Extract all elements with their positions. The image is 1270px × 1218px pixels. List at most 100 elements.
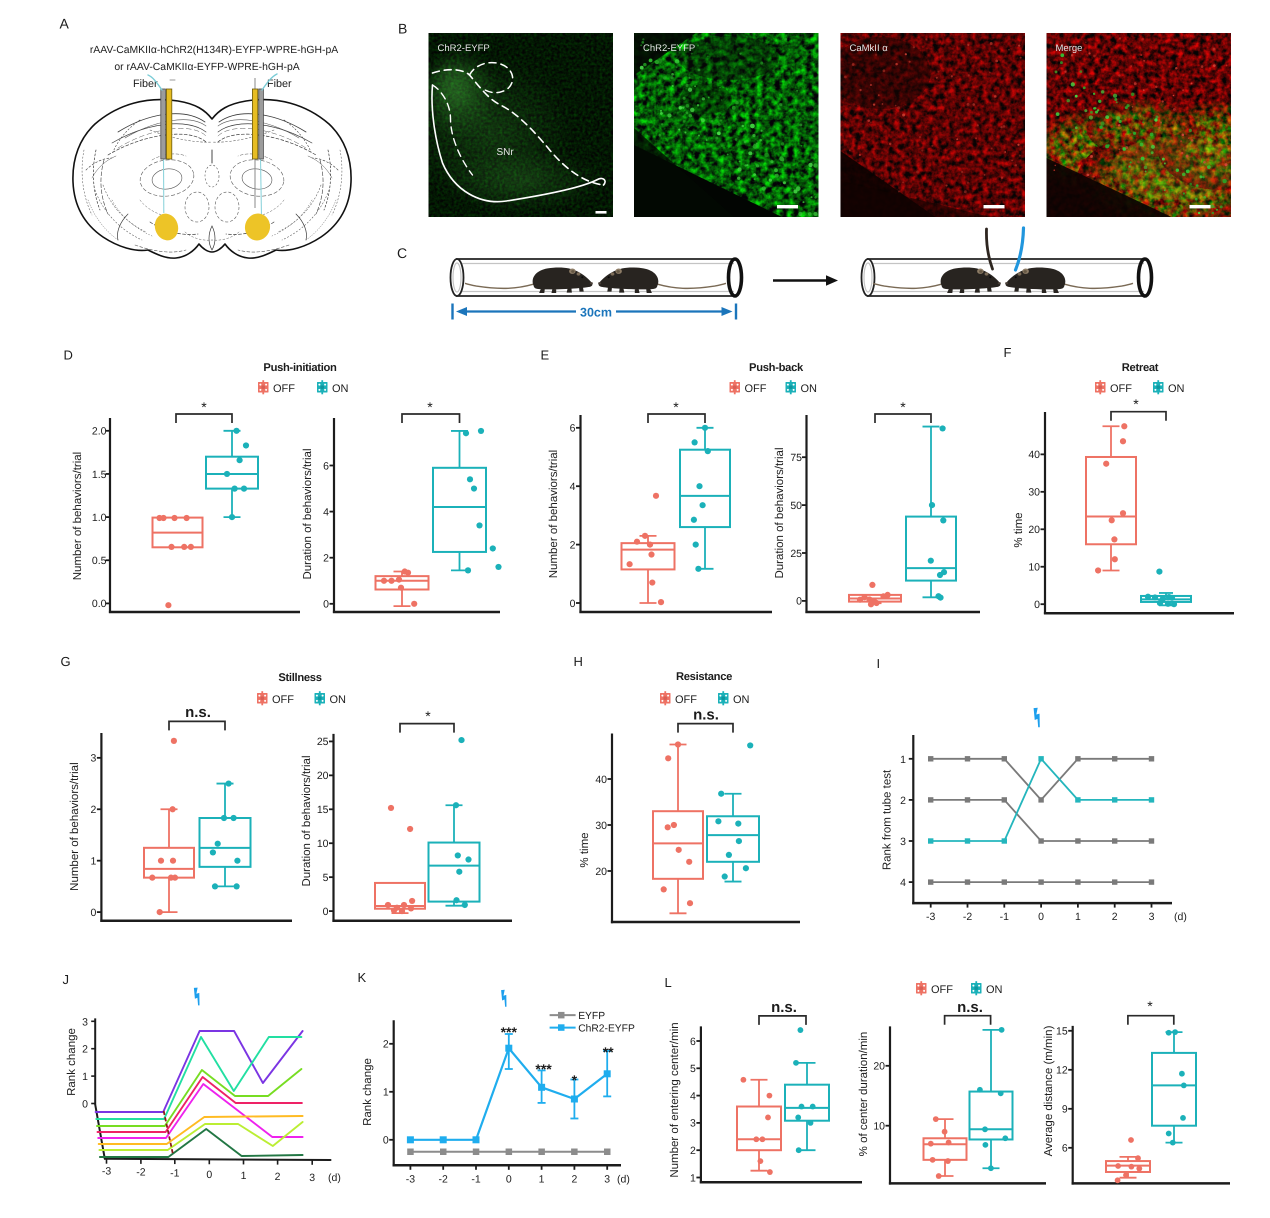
svg-text:1.5: 1.5	[92, 469, 107, 481]
svg-text:15: 15	[317, 804, 329, 816]
svg-text:(d): (d)	[617, 1174, 630, 1186]
svg-text:n.s.: n.s.	[185, 704, 211, 721]
svg-text:CaMkII α: CaMkII α	[850, 43, 889, 54]
svg-text:0: 0	[570, 598, 576, 610]
svg-text:Duration of behaviors/trial: Duration of behaviors/trial	[302, 448, 314, 579]
svg-text:1: 1	[82, 1071, 88, 1083]
svg-text:Number of entering center/min: Number of entering center/min	[669, 1022, 681, 1177]
svg-text:*: *	[427, 399, 433, 415]
svg-text:2: 2	[323, 553, 329, 565]
svg-text:10: 10	[317, 838, 329, 850]
svg-text:20: 20	[873, 1061, 885, 1073]
svg-text:Duration of behaviors/trial: Duration of behaviors/trial	[774, 447, 786, 578]
svg-text:OFF: OFF	[675, 694, 697, 706]
svg-text:B: B	[398, 21, 407, 37]
svg-text:I: I	[877, 656, 881, 671]
svg-text:0: 0	[383, 1135, 389, 1147]
svg-text:H: H	[574, 654, 583, 669]
svg-text:50: 50	[790, 500, 802, 512]
svg-text:9: 9	[1062, 1104, 1068, 1116]
svg-text:20: 20	[317, 770, 329, 782]
svg-text:5: 5	[323, 872, 329, 884]
svg-text:ChR2-EYFP: ChR2-EYFP	[578, 1023, 635, 1034]
svg-text:ON: ON	[330, 694, 347, 706]
svg-text:1: 1	[690, 1172, 696, 1184]
svg-text:OFF: OFF	[1110, 383, 1132, 395]
svg-text:ON: ON	[1168, 383, 1185, 395]
svg-text:-1: -1	[170, 1168, 179, 1180]
svg-text:-3: -3	[102, 1166, 111, 1178]
svg-text:3: 3	[604, 1174, 610, 1186]
svg-text:6: 6	[323, 460, 329, 472]
svg-text:-1: -1	[471, 1174, 480, 1186]
svg-text:Stillness: Stillness	[278, 672, 321, 684]
svg-text:rAAV-CaMKIIα-hChR2(H134R)-EYFP: rAAV-CaMKIIα-hChR2(H134R)-EYFP-WPRE-hGH-…	[90, 45, 338, 56]
svg-text:ChR2-EYFP: ChR2-EYFP	[438, 43, 490, 54]
svg-text:F: F	[1004, 345, 1012, 360]
svg-text:12: 12	[1056, 1065, 1068, 1077]
svg-text:Average distance (m/min): Average distance (m/min)	[1043, 1025, 1055, 1156]
svg-text:Retreat: Retreat	[1122, 362, 1159, 374]
svg-text:2: 2	[570, 539, 576, 551]
svg-text:A: A	[60, 16, 70, 32]
svg-text:10: 10	[873, 1121, 885, 1133]
svg-text:(d): (d)	[328, 1172, 341, 1184]
svg-text:Merge: Merge	[1056, 43, 1083, 54]
svg-text:-2: -2	[439, 1174, 448, 1186]
svg-text:0: 0	[91, 907, 97, 919]
svg-text:20: 20	[595, 866, 607, 878]
svg-text:1: 1	[900, 754, 906, 766]
svg-text:(d): (d)	[1174, 911, 1187, 923]
svg-text:2: 2	[383, 1039, 389, 1051]
svg-text:***: ***	[501, 1024, 518, 1040]
svg-text:2: 2	[690, 1145, 696, 1157]
svg-text:0: 0	[206, 1169, 212, 1181]
svg-text:1: 1	[91, 855, 97, 867]
svg-text:0: 0	[82, 1099, 88, 1111]
svg-text:*: *	[201, 399, 207, 415]
svg-text:3: 3	[82, 1016, 88, 1028]
svg-text:40: 40	[1028, 449, 1040, 461]
svg-text:0.0: 0.0	[92, 598, 107, 610]
svg-text:Push-initiation: Push-initiation	[263, 362, 337, 374]
svg-text:-1: -1	[1000, 911, 1009, 923]
svg-text:30: 30	[595, 820, 607, 832]
svg-text:Number of behaviors/trial: Number of behaviors/trial	[548, 450, 560, 578]
svg-text:*: *	[572, 1072, 578, 1088]
svg-text:ChR2-EYFP: ChR2-EYFP	[643, 43, 695, 54]
svg-text:0: 0	[323, 599, 329, 611]
svg-text:1: 1	[241, 1170, 247, 1182]
svg-text:10: 10	[1028, 562, 1040, 574]
svg-text:2: 2	[1112, 911, 1118, 923]
svg-text:OFF: OFF	[931, 984, 953, 996]
svg-text:4: 4	[690, 1090, 696, 1102]
svg-text:ON: ON	[801, 383, 818, 395]
svg-text:2: 2	[91, 804, 97, 816]
svg-text:2: 2	[82, 1044, 88, 1056]
svg-text:-2: -2	[963, 911, 972, 923]
svg-text:C: C	[397, 245, 407, 261]
svg-text:2: 2	[900, 795, 906, 807]
svg-text:*: *	[1147, 998, 1153, 1014]
svg-text:G: G	[61, 654, 71, 669]
svg-text:SNr: SNr	[497, 147, 515, 158]
svg-text:Resistance: Resistance	[676, 671, 732, 683]
svg-text:0: 0	[506, 1174, 512, 1186]
svg-text:1: 1	[383, 1087, 389, 1099]
svg-text:Number of behaviors/trial: Number of behaviors/trial	[69, 762, 81, 890]
svg-text:3: 3	[309, 1172, 315, 1184]
svg-text:15: 15	[1056, 1026, 1068, 1038]
svg-text:***: ***	[535, 1061, 552, 1077]
svg-text:or rAAV-CaMKIIα-EYFP-WPRE-hGH-: or rAAV-CaMKIIα-EYFP-WPRE-hGH-pA	[114, 62, 299, 73]
svg-text:*: *	[673, 399, 679, 415]
svg-text:30cm: 30cm	[580, 306, 612, 320]
svg-text:% time: % time	[1013, 512, 1025, 547]
svg-text:20: 20	[1028, 524, 1040, 536]
svg-text:OFF: OFF	[272, 694, 294, 706]
svg-text:OFF: OFF	[273, 383, 295, 395]
svg-text:*: *	[425, 708, 431, 724]
svg-text:E: E	[541, 348, 550, 363]
svg-text:4: 4	[900, 877, 906, 889]
svg-text:-3: -3	[926, 911, 935, 923]
svg-text:0: 0	[796, 596, 802, 608]
